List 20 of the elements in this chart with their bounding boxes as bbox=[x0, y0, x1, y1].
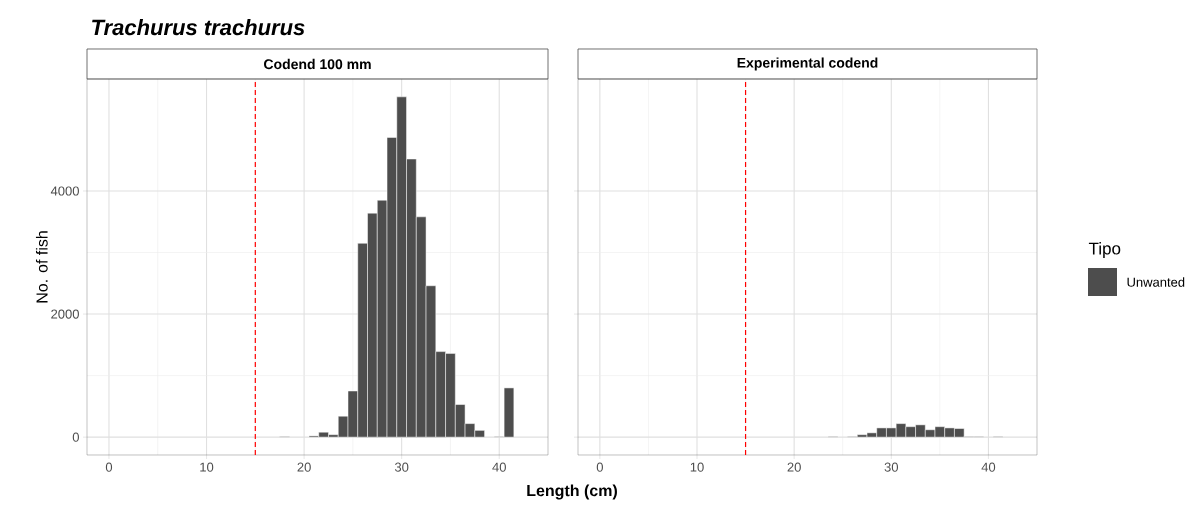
chart-subtitle: Experimental codend bbox=[737, 57, 878, 71]
chart-subtitle: Codend 100 mm bbox=[264, 58, 371, 70]
legend-label: Unwanted bbox=[1127, 277, 1185, 287]
x-tick-label: 10 bbox=[690, 462, 704, 472]
x-tick-label: 0 bbox=[105, 462, 113, 472]
chart-title: Trachurus trachurus bbox=[92, 19, 305, 36]
y-tick-label: 4000 bbox=[50, 186, 79, 196]
x-tick-label: 20 bbox=[787, 462, 801, 472]
x-tick-label: 40 bbox=[981, 462, 996, 472]
x-tick-label: 40 bbox=[492, 462, 506, 472]
y-tick-label: 0 bbox=[72, 432, 79, 442]
x-tick-label: 20 bbox=[297, 462, 311, 472]
x-tick-label: 30 bbox=[394, 462, 409, 472]
legend-title: Tipo bbox=[1088, 242, 1121, 258]
x-tick-label: 30 bbox=[884, 462, 899, 472]
y-axis-title: No. of fish bbox=[35, 231, 48, 303]
x-tick-label: 10 bbox=[200, 462, 214, 472]
x-axis-title: Length (cm) bbox=[527, 484, 617, 500]
x-tick-label: 0 bbox=[596, 462, 603, 472]
y-tick-label: 2000 bbox=[51, 309, 79, 319]
